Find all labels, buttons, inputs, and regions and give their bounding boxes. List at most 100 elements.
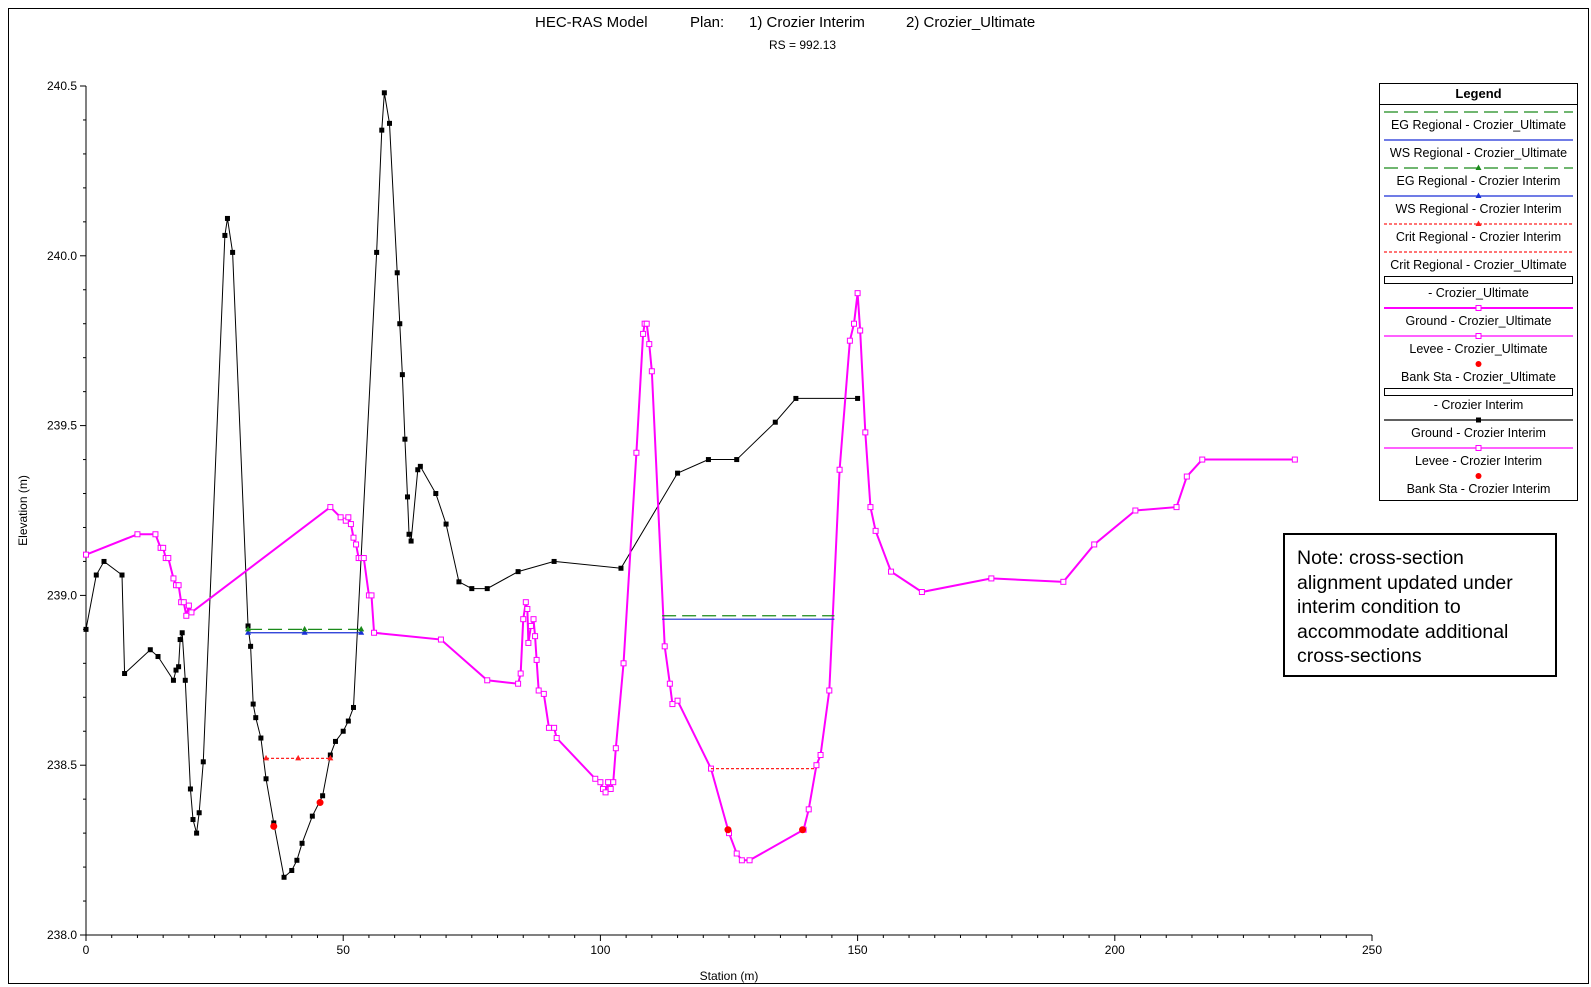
legend-label: - Crozier Interim: [1433, 398, 1524, 412]
legend-label: EG Regional - Crozier_Ultimate: [1390, 118, 1567, 132]
ground-crozier-ultimate-point: [527, 622, 534, 629]
legend-symbol: [1384, 251, 1573, 253]
ground-crozier-ultimate-point: [888, 568, 895, 575]
ground-crozier-interim-point: [405, 494, 410, 500]
ground-crozier-interim-point: [551, 558, 557, 564]
ground-crozier-interim-point: [173, 667, 179, 673]
ground-crozier-ultimate-point: [612, 745, 619, 752]
ground-crozier-ultimate-point: [661, 643, 668, 650]
legend-label: Ground - Crozier Interim: [1411, 426, 1546, 440]
ground-crozier-ultimate-point: [610, 779, 617, 786]
ground-crozier-ultimate-line: [85, 293, 1295, 862]
ground-crozier-interim-point: [443, 521, 449, 527]
ground-crozier-interim-point: [93, 572, 99, 578]
legend-symbol: [1475, 473, 1482, 479]
x-tick-label: 200: [1105, 943, 1125, 957]
ground-crozier-ultimate-point: [183, 612, 190, 619]
ground-crozier-interim-point: [320, 793, 326, 799]
ground-crozier-interim-point: [250, 701, 256, 707]
legend-symbol: [1384, 388, 1573, 396]
legend-label: Bank Sta - Crozier Interim: [1406, 482, 1551, 496]
legend-entry: EG Regional - Crozier Interim: [1380, 161, 1577, 189]
ground-crozier-interim-point: [230, 249, 236, 255]
ground-crozier-interim-point: [340, 728, 346, 734]
ground-crozier-ultimate-point: [522, 599, 529, 606]
ws-regional-crozier-interim-point: [245, 629, 252, 635]
note-box: Note: cross-section alignment updated un…: [1283, 533, 1557, 677]
ground-crozier-interim-point: [309, 813, 315, 819]
ground-crozier-ultimate-point: [1091, 541, 1098, 548]
ground-crozier-ultimate-point: [1199, 456, 1206, 463]
ground-crozier-ultimate-point: [872, 527, 879, 534]
ground-crozier-interim-point: [196, 810, 202, 816]
ground-crozier-ultimate-point: [533, 656, 540, 663]
crit-regional-crozier-interim-point: [327, 754, 334, 761]
ground-crozier-ultimate-point: [530, 616, 537, 623]
legend-symbol: [1384, 192, 1573, 198]
ground-crozier-interim-point: [258, 735, 264, 741]
ground-crozier-ultimate-point: [640, 330, 647, 337]
ground-crozier-interim-point: [415, 467, 421, 473]
ground-crozier-interim-point: [386, 120, 392, 126]
ground-crozier-interim-point: [194, 830, 200, 836]
ground-crozier-interim-point: [394, 270, 400, 276]
ground-crozier-ultimate-point: [545, 724, 552, 731]
y-tick-label: 239.0: [47, 588, 77, 602]
crit-regional-crozier-interim-point: [295, 754, 302, 761]
x-tick-label: 150: [848, 943, 868, 957]
y-axis-label: Elevation (m): [16, 475, 30, 546]
legend-label: EG Regional - Crozier Interim: [1396, 174, 1561, 188]
ground-crozier-ultimate-point: [484, 677, 491, 684]
ground-crozier-ultimate-point: [817, 752, 824, 759]
ground-crozier-interim-point: [350, 704, 356, 710]
ground-crozier-interim-point: [469, 586, 475, 592]
ground-crozier-ultimate-point: [597, 779, 604, 786]
legend-symbol: [1384, 164, 1573, 170]
ground-crozier-ultimate-point: [746, 857, 753, 864]
ground-crozier-ultimate-point: [674, 697, 681, 704]
legend-label: Levee - Crozier Interim: [1414, 454, 1543, 468]
legend-label: Crit Regional - Crozier Interim: [1395, 230, 1562, 244]
legend-label: Ground - Crozier_Ultimate: [1405, 314, 1552, 328]
ground-crozier-interim-point: [190, 817, 196, 823]
ground-crozier-interim-point: [855, 395, 861, 401]
y-tick-label: 240.5: [47, 79, 77, 93]
ground-crozier-ultimate-point: [188, 609, 195, 616]
bank-sta-crozier-ultimate-point: [799, 826, 807, 834]
legend-entry: Bank Sta - Crozier Interim: [1380, 469, 1577, 497]
ground-crozier-interim-point: [433, 491, 439, 497]
ground-crozier-ultimate-point: [517, 670, 524, 677]
ground-crozier-ultimate-point: [846, 337, 853, 344]
legend-symbol: [1384, 220, 1573, 226]
eg-regional-crozier-interim-point: [358, 625, 365, 632]
x-tick-label: 100: [590, 943, 610, 957]
ws-regional-crozier-interim-point: [358, 629, 365, 635]
ground-crozier-ultimate-point: [83, 551, 89, 558]
legend-symbol: [1384, 417, 1573, 423]
ground-crozier-ultimate-point: [353, 541, 360, 548]
legend-entry: Ground - Crozier_Ultimate: [1380, 301, 1577, 329]
ground-crozier-ultimate-point: [532, 633, 539, 640]
ground-crozier-ultimate-point: [813, 762, 820, 769]
ground-crozier-ultimate-point: [648, 368, 655, 375]
ground-crozier-ultimate-point: [733, 850, 740, 857]
ground-crozier-interim-point: [177, 637, 183, 643]
eg-regional-crozier-interim-point: [301, 625, 308, 632]
ground-crozier-ultimate-point: [350, 534, 357, 541]
ground-crozier-ultimate-point: [437, 636, 444, 643]
legend-entry: - Crozier_Ultimate: [1380, 273, 1577, 301]
ground-crozier-ultimate-point: [165, 555, 172, 562]
ground-crozier-ultimate-point: [337, 514, 344, 521]
ground-crozier-ultimate-point: [535, 687, 542, 694]
ground-crozier-ultimate-point: [152, 531, 159, 538]
ground-crozier-interim-point: [772, 419, 778, 425]
ground-crozier-ultimate-point: [515, 680, 522, 687]
eg-regional-crozier-interim-point: [245, 625, 252, 632]
ground-crozier-ultimate-point: [540, 690, 547, 697]
ground-crozier-interim-point: [119, 572, 125, 578]
ground-crozier-ultimate-point: [862, 429, 869, 436]
ground-crozier-interim-point: [793, 395, 799, 401]
ground-crozier-ultimate-point: [738, 857, 745, 864]
legend-symbol: [1384, 305, 1573, 311]
